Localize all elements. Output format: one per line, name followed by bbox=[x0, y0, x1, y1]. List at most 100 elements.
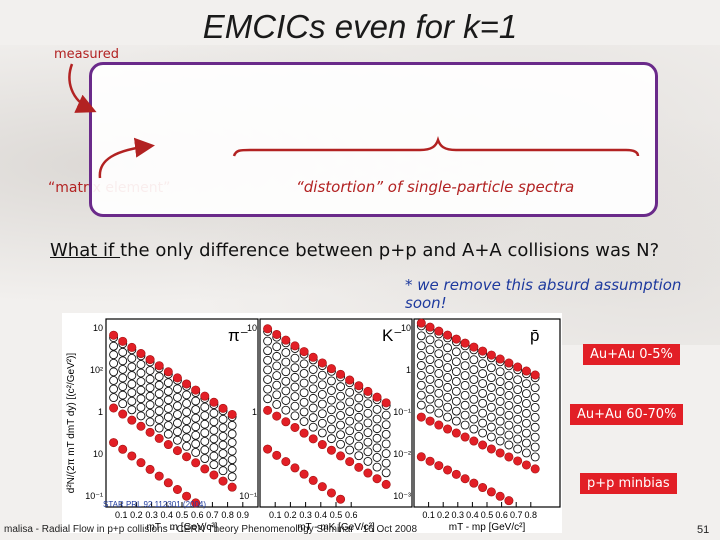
data-point-open bbox=[172, 410, 182, 419]
data-point-open bbox=[191, 413, 201, 423]
data-point-open bbox=[299, 407, 309, 417]
data-point-open bbox=[495, 406, 505, 416]
data-point-open bbox=[363, 456, 373, 466]
data-point-open bbox=[372, 424, 382, 434]
data-point-open bbox=[182, 441, 192, 451]
data-point-open bbox=[127, 371, 137, 380]
data-point-open bbox=[326, 376, 336, 386]
data-point-open bbox=[299, 417, 309, 426]
data-point-open bbox=[263, 384, 273, 394]
data-point-red bbox=[118, 409, 128, 419]
data-point-red bbox=[336, 451, 346, 461]
data-point-open bbox=[272, 351, 282, 361]
data-point-open bbox=[118, 382, 128, 392]
data-point-open bbox=[345, 416, 355, 426]
data-point-red bbox=[425, 416, 435, 426]
data-point-open bbox=[136, 411, 146, 421]
data-point-open bbox=[530, 452, 540, 462]
data-point-open bbox=[434, 339, 444, 349]
page-number: 51 bbox=[697, 524, 710, 536]
data-point-open bbox=[263, 346, 273, 356]
data-point-open bbox=[372, 433, 382, 443]
data-point-open bbox=[521, 389, 531, 399]
data-point-red bbox=[290, 422, 300, 432]
x-tick-label: 0.7 bbox=[510, 510, 523, 520]
data-point-open bbox=[434, 408, 444, 418]
data-point-open bbox=[136, 402, 146, 412]
data-point-open bbox=[227, 446, 237, 456]
measured-label: measured bbox=[54, 47, 119, 62]
data-point-red bbox=[469, 436, 479, 446]
data-point-open bbox=[317, 390, 327, 399]
data-point-red bbox=[513, 456, 523, 466]
data-point-red bbox=[443, 424, 453, 434]
legend-peripheral: Au+Au 60-70% bbox=[570, 404, 684, 425]
data-point-open bbox=[486, 402, 496, 412]
data-point-red bbox=[109, 330, 119, 340]
data-point-open bbox=[425, 384, 435, 394]
data-point-open bbox=[504, 371, 514, 381]
data-point-open bbox=[145, 374, 155, 384]
y-tick-label: 10⁻¹ bbox=[239, 491, 257, 501]
x-tick-label: 0.7 bbox=[206, 510, 219, 520]
data-point-open bbox=[434, 369, 444, 378]
data-point-open bbox=[326, 386, 336, 395]
data-point-red bbox=[372, 474, 382, 484]
data-point-open bbox=[227, 455, 237, 465]
data-point-open bbox=[145, 400, 155, 410]
data-point-open bbox=[513, 414, 523, 424]
data-point-red bbox=[363, 386, 373, 396]
data-point-red bbox=[200, 464, 210, 474]
data-point-red bbox=[209, 470, 219, 480]
data-point-open bbox=[109, 384, 119, 394]
data-point-open bbox=[281, 367, 291, 377]
data-point-open bbox=[326, 414, 336, 424]
data-point-open bbox=[513, 385, 523, 395]
data-point-red bbox=[345, 375, 355, 385]
data-point-red bbox=[416, 412, 426, 422]
data-point-open bbox=[172, 418, 182, 428]
data-point-open bbox=[372, 414, 382, 424]
data-point-open bbox=[154, 380, 164, 390]
data-point-open bbox=[163, 378, 173, 388]
data-point-open bbox=[272, 361, 282, 371]
data-point-red bbox=[172, 484, 182, 494]
data-point-red bbox=[263, 324, 273, 334]
data-point-open bbox=[451, 357, 461, 367]
data-point-red bbox=[336, 369, 346, 379]
question-text: What if the only difference between p+p … bbox=[50, 240, 659, 261]
particle-label: π⁻ bbox=[228, 326, 249, 345]
data-point-open bbox=[521, 438, 531, 448]
data-point-open bbox=[486, 373, 496, 383]
data-point-red bbox=[209, 397, 219, 407]
data-point-open bbox=[290, 392, 300, 402]
data-point-open bbox=[118, 399, 128, 409]
data-point-red bbox=[317, 440, 327, 450]
data-point-red bbox=[317, 358, 327, 368]
data-point-open bbox=[109, 367, 119, 377]
annotation-arrows bbox=[68, 63, 640, 179]
data-point-open bbox=[478, 408, 488, 418]
data-point-open bbox=[290, 353, 300, 363]
data-point-open bbox=[486, 383, 496, 392]
data-point-open bbox=[308, 393, 318, 403]
x-axis-label: mT - mK [GeV/c²] bbox=[297, 522, 375, 533]
distortion-label: “distortion” of single-particle spectra bbox=[296, 178, 575, 196]
data-point-open bbox=[345, 445, 355, 455]
data-point-open bbox=[372, 462, 382, 472]
data-point-red bbox=[530, 370, 540, 380]
data-point-open bbox=[127, 405, 137, 415]
data-point-open bbox=[336, 382, 346, 392]
data-point-open bbox=[381, 410, 391, 420]
data-point-open bbox=[460, 390, 470, 400]
particle-label: K⁻ bbox=[382, 326, 402, 345]
data-point-red bbox=[308, 352, 318, 362]
data-point-open bbox=[336, 430, 346, 440]
x-tick-label: 0.1 bbox=[422, 510, 435, 520]
data-point-red bbox=[504, 358, 514, 368]
x-tick-label: 0.8 bbox=[525, 510, 538, 520]
data-point-open bbox=[182, 390, 192, 400]
data-point-open bbox=[425, 345, 435, 355]
data-point-open bbox=[504, 400, 514, 410]
data-point-open bbox=[513, 395, 523, 404]
